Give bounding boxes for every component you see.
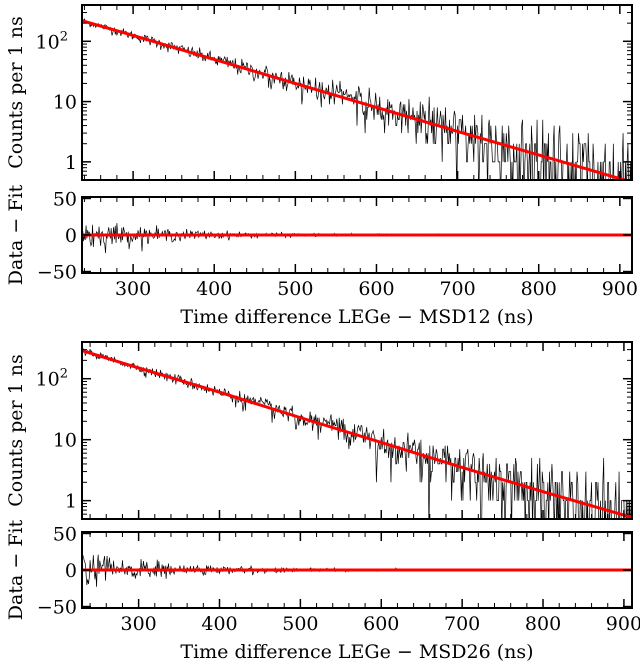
data-histogram [82, 17, 632, 180]
plot-frame [81, 4, 633, 181]
plot-area [82, 554, 632, 587]
x-tick-label: 800 [525, 613, 561, 635]
x-tick-label: 700 [444, 613, 480, 635]
x-tick-label: 900 [602, 278, 638, 300]
x-tick-label: 500 [277, 278, 313, 300]
y-tick-label: 102 [36, 29, 68, 53]
x-tick-label: 300 [120, 613, 156, 635]
y-tick-label: 10 [53, 430, 77, 452]
y-tick-label: 1 [65, 152, 77, 174]
x-tick-label: 600 [363, 613, 399, 635]
y-tick-label: −50 [37, 597, 77, 619]
y-axis-title: Data − Fit [5, 519, 27, 620]
x-tick-label: 700 [439, 278, 475, 300]
y-tick-label: 0 [65, 560, 77, 582]
plot-area [82, 223, 632, 254]
y-axis-title: Counts per 1 ns [5, 16, 27, 169]
plot-area [82, 347, 632, 519]
fit-curve [82, 349, 632, 519]
y-tick-label: −50 [37, 262, 77, 284]
x-tick-label: 500 [282, 613, 318, 635]
y-axis-title: Data − Fit [5, 184, 27, 285]
y-tick-label: 102 [36, 367, 68, 391]
plot-frame [81, 341, 633, 520]
y-tick-label: 0 [65, 225, 77, 247]
residual-histogram [82, 223, 632, 254]
x-axis-title: Time difference LEGe − MSD12 (ns) [180, 306, 533, 328]
x-tick-label: 300 [115, 278, 151, 300]
panel-top-counts: 1 10 102 Counts per 1 ns [5, 4, 633, 181]
x-tick-label: 400 [196, 278, 232, 300]
plot-area [82, 17, 632, 180]
panel-bottom-counts: 1 10 102 Counts per 1 ns [5, 341, 633, 520]
y-tick-label: 10 [53, 92, 77, 114]
x-tick-label: 400 [201, 613, 237, 635]
y-tick-label: 1 [65, 491, 77, 513]
x-tick-label: 900 [606, 613, 640, 635]
y-axis-title: Counts per 1 ns [5, 354, 27, 507]
x-tick-label: 600 [358, 278, 394, 300]
fit-curve [82, 19, 630, 180]
y-tick-label: 50 [53, 523, 77, 545]
x-tick-label: 800 [521, 278, 557, 300]
y-tick-label: 50 [53, 188, 77, 210]
x-axis-title: Time difference LEGe − MSD26 (ns) [180, 641, 533, 663]
